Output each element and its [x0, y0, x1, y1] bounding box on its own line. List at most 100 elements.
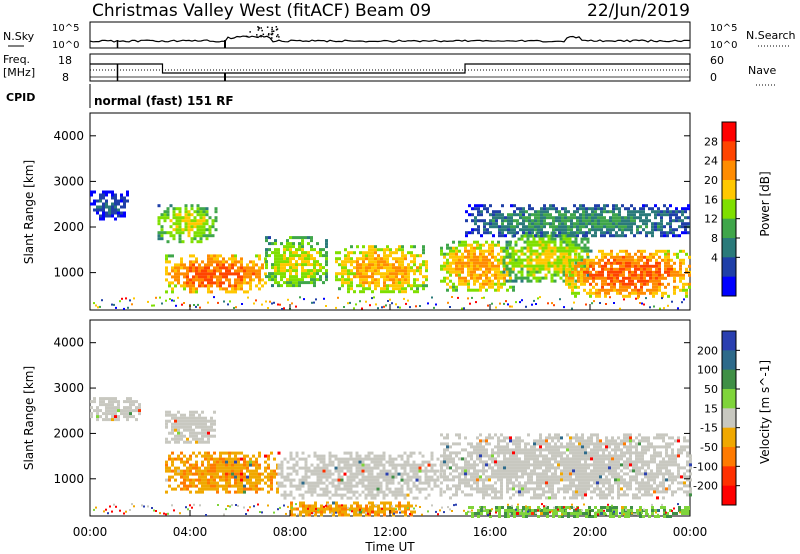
heatmap-cell — [105, 406, 108, 410]
heatmap-cell — [283, 307, 285, 310]
heatmap-cell — [320, 510, 323, 514]
heatmap-cell — [530, 475, 533, 479]
heatmap-cell — [654, 210, 657, 214]
heatmap-cell — [93, 302, 95, 305]
heatmap-cell — [594, 234, 597, 238]
heatmap-cell — [347, 251, 350, 255]
heatmap-cell — [385, 478, 389, 482]
heatmap-cell — [225, 290, 228, 294]
heatmap-cell — [286, 284, 289, 288]
heatmap-cell — [289, 478, 293, 482]
heatmap-cell — [219, 457, 222, 461]
heatmap-cell — [679, 288, 682, 292]
heatmap-cell — [228, 266, 231, 270]
heatmap-cell — [491, 460, 494, 464]
heatmap-cell — [96, 415, 99, 419]
heatmap-cell — [538, 270, 542, 274]
heatmap-cell — [446, 463, 449, 467]
heatmap-cell — [533, 460, 536, 464]
heatmap-cell — [543, 207, 546, 211]
heatmap-cell — [196, 219, 200, 223]
heatmap-cell — [508, 273, 512, 277]
heatmap-cell — [335, 504, 338, 508]
heatmap-cell — [458, 267, 461, 271]
heatmap-cell — [409, 478, 413, 482]
heatmap-cell — [667, 261, 670, 265]
heatmap-cell — [319, 481, 323, 485]
heatmap-cell — [649, 264, 652, 268]
heatmap-cell — [171, 281, 174, 285]
heatmap-cell — [624, 207, 627, 211]
heatmap-cell — [449, 454, 452, 458]
heatmap-cell — [582, 225, 585, 229]
heatmap-cell — [383, 248, 386, 252]
heatmap-cell — [628, 294, 631, 298]
heatmap-cell — [685, 252, 688, 256]
heatmap-cell — [585, 234, 588, 238]
heatmap-cell — [634, 273, 637, 277]
heatmap-cell — [571, 246, 575, 250]
heatmap-cell — [446, 267, 449, 271]
heatmap-cell — [189, 490, 192, 494]
heatmap-cell — [443, 267, 446, 271]
heatmap-cell — [557, 439, 560, 443]
heatmap-cell — [525, 219, 528, 223]
heatmap-cell — [180, 481, 183, 485]
heatmap-cell — [313, 263, 316, 267]
heatmap-cell — [488, 282, 491, 286]
heatmap-cell — [138, 406, 141, 410]
heatmap-cell — [684, 222, 687, 226]
heatmap-cell — [529, 243, 533, 247]
heatmap-cell — [371, 245, 374, 249]
heatmap-cell — [292, 484, 296, 488]
heatmap-cell — [183, 284, 186, 288]
heatmap-cell — [675, 213, 678, 217]
heatmap-cell — [374, 260, 377, 264]
heatmap-cell — [542, 490, 545, 494]
heatmap-cell — [313, 469, 317, 473]
heatmap-cell — [543, 225, 546, 229]
heatmap-cell — [531, 228, 534, 232]
heatmap-cell — [174, 422, 177, 426]
heatmap-cell — [473, 270, 476, 274]
heatmap-cell — [473, 255, 476, 259]
heatmap-cell — [407, 266, 410, 270]
heatmap-cell — [610, 249, 613, 253]
heatmap-cell — [207, 481, 210, 485]
heatmap-cell — [237, 266, 240, 270]
heatmap-cell — [299, 513, 302, 517]
heatmap-cell — [213, 472, 216, 476]
heatmap-cell — [672, 228, 675, 232]
heatmap-cell — [193, 225, 197, 229]
heatmap-cell — [190, 237, 194, 241]
heatmap-cell — [615, 231, 618, 235]
heatmap-cell — [190, 207, 194, 211]
heatmap-cell — [436, 469, 440, 473]
heatmap-cell — [105, 202, 108, 206]
heatmap-cell — [196, 207, 200, 211]
heatmap-cell — [292, 496, 296, 500]
heatmap-cell — [280, 484, 284, 488]
heatmap-cell — [610, 285, 613, 289]
heatmap-cell — [121, 297, 123, 300]
heatmap-cell — [449, 270, 452, 274]
heatmap-cell — [655, 261, 658, 265]
heatmap-cell — [491, 490, 494, 494]
heatmap-cell — [551, 475, 554, 479]
heatmap-cell — [258, 266, 261, 270]
heatmap-cell — [192, 428, 195, 432]
heatmap-cell — [575, 463, 578, 467]
heatmap-cell — [556, 273, 560, 277]
heatmap-cell — [664, 267, 667, 271]
heatmap-cell — [301, 484, 305, 488]
heatmap-cell — [446, 475, 449, 479]
heatmap-cell — [168, 260, 171, 264]
heatmap-cell — [452, 288, 455, 292]
heatmap-cell — [516, 231, 519, 235]
heatmap-cell — [603, 222, 606, 226]
heatmap-cell — [377, 281, 380, 285]
heatmap-cell — [186, 422, 189, 426]
heatmap-cell — [667, 294, 670, 298]
heatmap-cell — [500, 249, 503, 253]
heatmap-cell — [340, 475, 344, 479]
